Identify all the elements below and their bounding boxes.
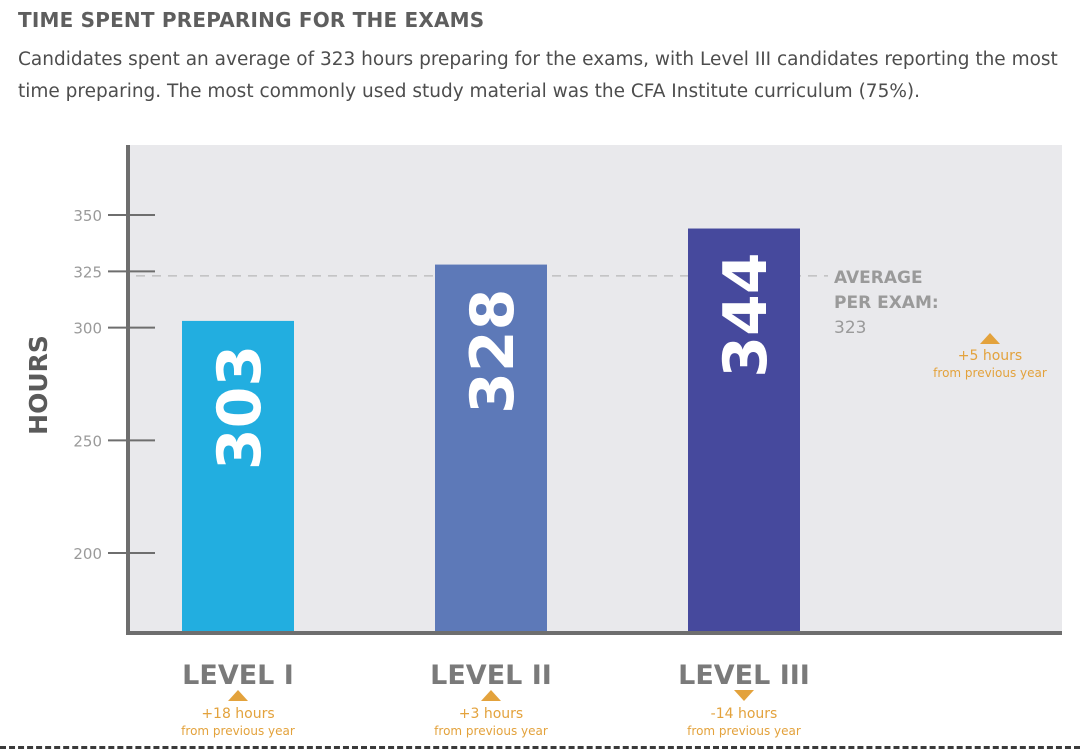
y-tick-label: 200 xyxy=(73,545,102,563)
category-label: LEVEL I xyxy=(182,660,294,691)
change-note: from previous year xyxy=(181,724,295,738)
change-amount: -14 hours xyxy=(711,706,778,722)
category-label: LEVEL II xyxy=(430,660,552,691)
bar-value-label: 328 xyxy=(458,289,528,414)
average-label-line: PER EXAM: xyxy=(834,293,939,313)
change-amount: +18 hours xyxy=(201,706,274,722)
average-label-line: AVERAGE xyxy=(834,268,923,288)
y-axis-label: HOURS xyxy=(24,335,53,435)
average-change-amount: +5 hours xyxy=(958,348,1022,364)
bottom-dashed-divider xyxy=(0,746,1080,749)
category-label: LEVEL III xyxy=(678,660,810,691)
change-note: from previous year xyxy=(434,724,548,738)
y-tick-label: 325 xyxy=(73,263,102,281)
arrow-up-icon xyxy=(228,690,248,701)
arrow-up-icon xyxy=(980,333,1000,344)
bar xyxy=(435,264,547,633)
bar xyxy=(182,320,294,633)
chart-title: TIME SPENT PREPARING FOR THE EXAMS xyxy=(18,8,485,32)
arrow-up-icon xyxy=(481,690,501,701)
bar xyxy=(688,228,800,633)
y-tick-label: 350 xyxy=(73,207,102,225)
average-change-note: from previous year xyxy=(933,366,1047,380)
bar-value-label: 303 xyxy=(205,345,275,470)
y-tick-label: 250 xyxy=(73,432,102,450)
average-label-line: 323 xyxy=(834,318,866,338)
bar-value-label: 344 xyxy=(711,253,781,378)
change-amount: +3 hours xyxy=(459,706,523,722)
chart-subtitle: Candidates spent an average of 323 hours… xyxy=(18,49,1058,102)
y-tick-label: 300 xyxy=(73,320,102,338)
change-note: from previous year xyxy=(687,724,801,738)
arrow-down-icon xyxy=(734,690,754,701)
